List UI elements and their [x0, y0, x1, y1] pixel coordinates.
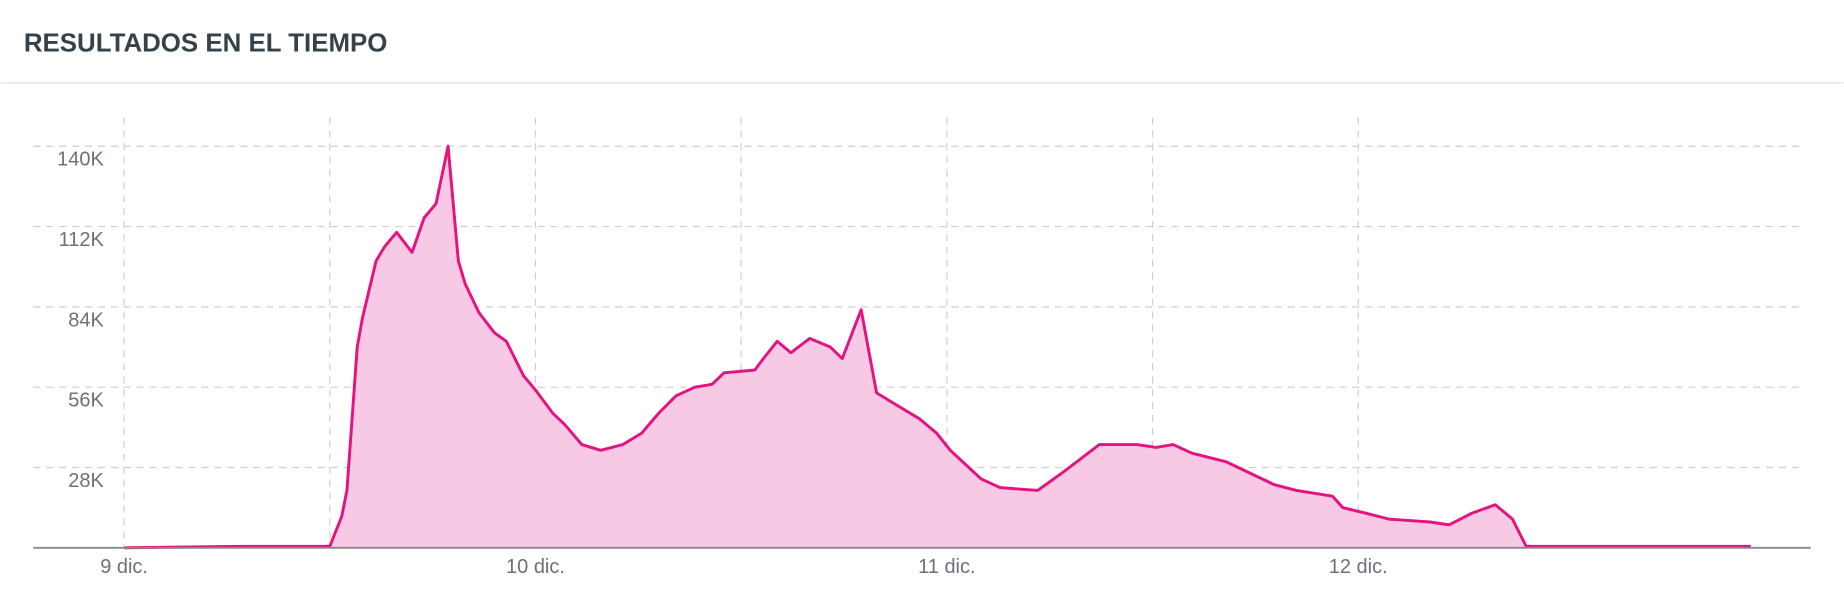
chart-title: RESULTADOS EN EL TIEMPO	[24, 29, 388, 57]
area-fill	[124, 146, 1751, 548]
y-tick-label: 112K	[59, 229, 105, 251]
x-tick-label: 10 dic.	[506, 556, 565, 578]
area-line	[124, 144, 1751, 550]
y-tick-label: 84K	[68, 309, 104, 331]
y-tick-label: 56K	[68, 390, 104, 412]
y-tick-label: 140K	[57, 149, 104, 171]
y-tick-label: 28K	[68, 470, 104, 492]
x-tick-label: 12 dic.	[1329, 556, 1388, 578]
x-tick-label: 11 dic.	[918, 556, 975, 578]
x-tick-label: 9 dic.	[100, 556, 148, 578]
